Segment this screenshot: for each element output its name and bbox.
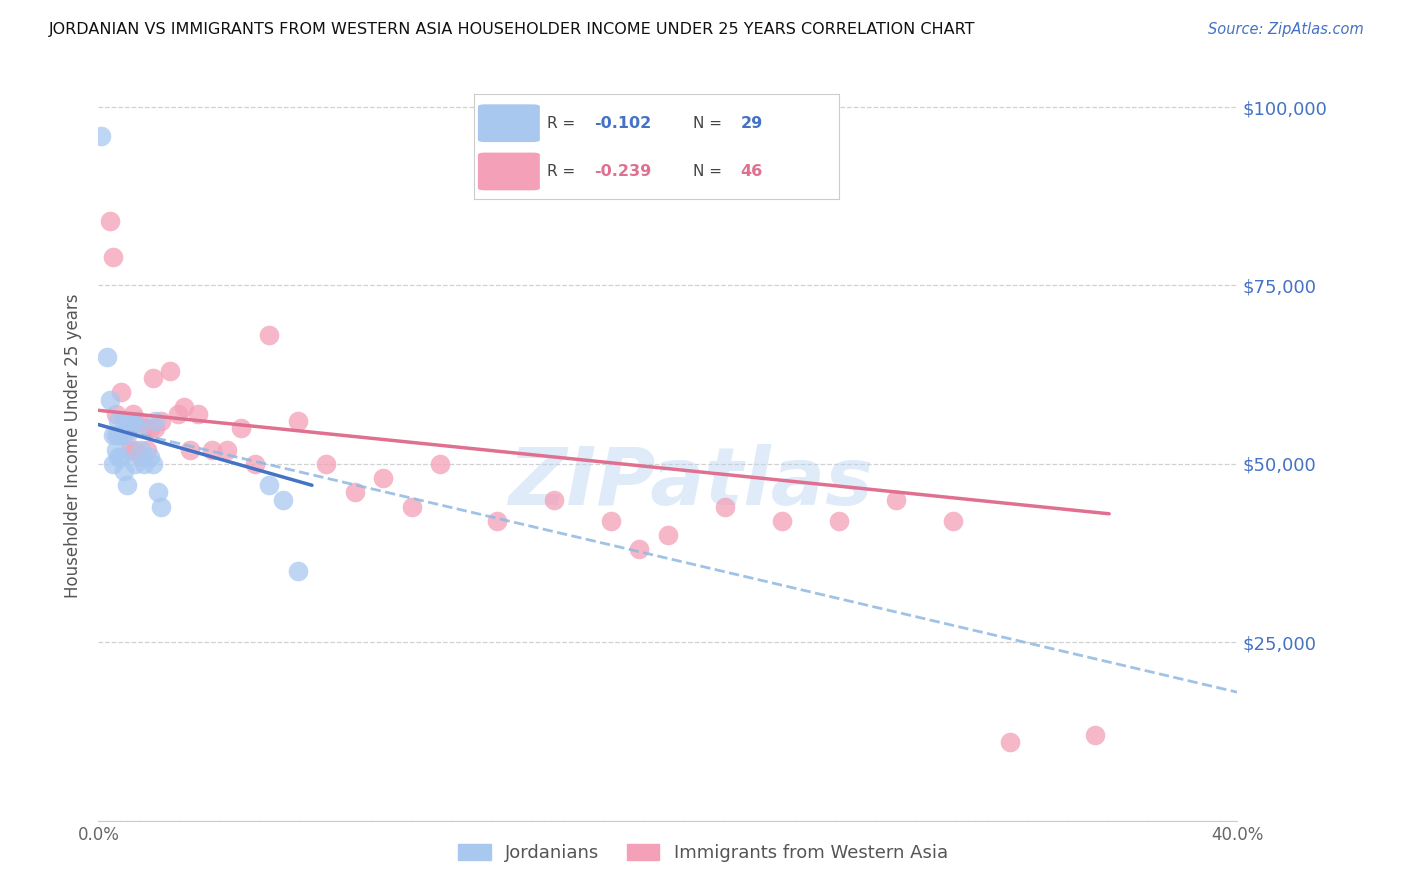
Point: [243, 457, 266, 471]
Point: [141, 371, 163, 385]
Point: [273, 492, 295, 507]
Point: [107, 428, 129, 442]
Point: [115, 421, 138, 435]
Point: [107, 414, 129, 428]
Legend: Jordanians, Immigrants from Western Asia: Jordanians, Immigrants from Western Asia: [451, 837, 955, 870]
Point: [107, 450, 129, 464]
Point: [287, 414, 309, 428]
Point: [543, 492, 565, 507]
Point: [150, 500, 173, 514]
Point: [657, 528, 679, 542]
Point: [259, 328, 281, 343]
Point: [129, 442, 152, 457]
Point: [714, 500, 737, 514]
Point: [373, 471, 395, 485]
Point: [124, 442, 146, 457]
Point: [132, 421, 155, 435]
Point: [150, 414, 173, 428]
Point: [90, 128, 112, 143]
Point: [112, 414, 135, 428]
Point: [115, 478, 138, 492]
Point: [112, 428, 135, 442]
Point: [173, 400, 195, 414]
Point: [110, 385, 132, 400]
Point: [118, 442, 141, 457]
Point: [98, 392, 121, 407]
Point: [179, 442, 201, 457]
Point: [167, 407, 190, 421]
Point: [104, 442, 127, 457]
Point: [201, 442, 224, 457]
Point: [187, 407, 209, 421]
Point: [828, 514, 851, 528]
Point: [132, 457, 155, 471]
Point: [129, 450, 152, 464]
Point: [259, 478, 281, 492]
Point: [98, 214, 121, 228]
Point: [104, 428, 127, 442]
Point: [96, 350, 118, 364]
Point: [138, 421, 160, 435]
Point: [118, 414, 141, 428]
Point: [112, 464, 135, 478]
Point: [159, 364, 181, 378]
Point: [115, 428, 138, 442]
Point: [770, 514, 793, 528]
Point: [124, 457, 146, 471]
Point: [315, 457, 337, 471]
Point: [110, 428, 132, 442]
Point: [401, 500, 423, 514]
Text: JORDANIAN VS IMMIGRANTS FROM WESTERN ASIA HOUSEHOLDER INCOME UNDER 25 YEARS CORR: JORDANIAN VS IMMIGRANTS FROM WESTERN ASI…: [49, 22, 976, 37]
Point: [215, 442, 238, 457]
Point: [287, 564, 309, 578]
Point: [121, 407, 143, 421]
Point: [429, 457, 451, 471]
Point: [138, 450, 160, 464]
Point: [121, 414, 143, 428]
Point: [628, 542, 651, 557]
Point: [884, 492, 907, 507]
Point: [101, 457, 124, 471]
Point: [486, 514, 509, 528]
Point: [998, 735, 1021, 749]
Point: [1084, 728, 1107, 742]
Text: ZIPatlas: ZIPatlas: [508, 444, 873, 523]
Point: [148, 485, 170, 500]
Point: [127, 421, 149, 435]
Y-axis label: Householder Income Under 25 years: Householder Income Under 25 years: [65, 293, 83, 599]
Point: [101, 250, 124, 264]
Text: Source: ZipAtlas.com: Source: ZipAtlas.com: [1208, 22, 1364, 37]
Point: [145, 421, 167, 435]
Point: [135, 442, 157, 457]
Point: [141, 457, 163, 471]
Point: [104, 407, 127, 421]
Point: [110, 450, 132, 464]
Point: [942, 514, 965, 528]
Point: [145, 414, 167, 428]
Point: [343, 485, 366, 500]
Point: [600, 514, 623, 528]
Point: [101, 428, 124, 442]
Point: [229, 421, 252, 435]
Point: [127, 414, 149, 428]
